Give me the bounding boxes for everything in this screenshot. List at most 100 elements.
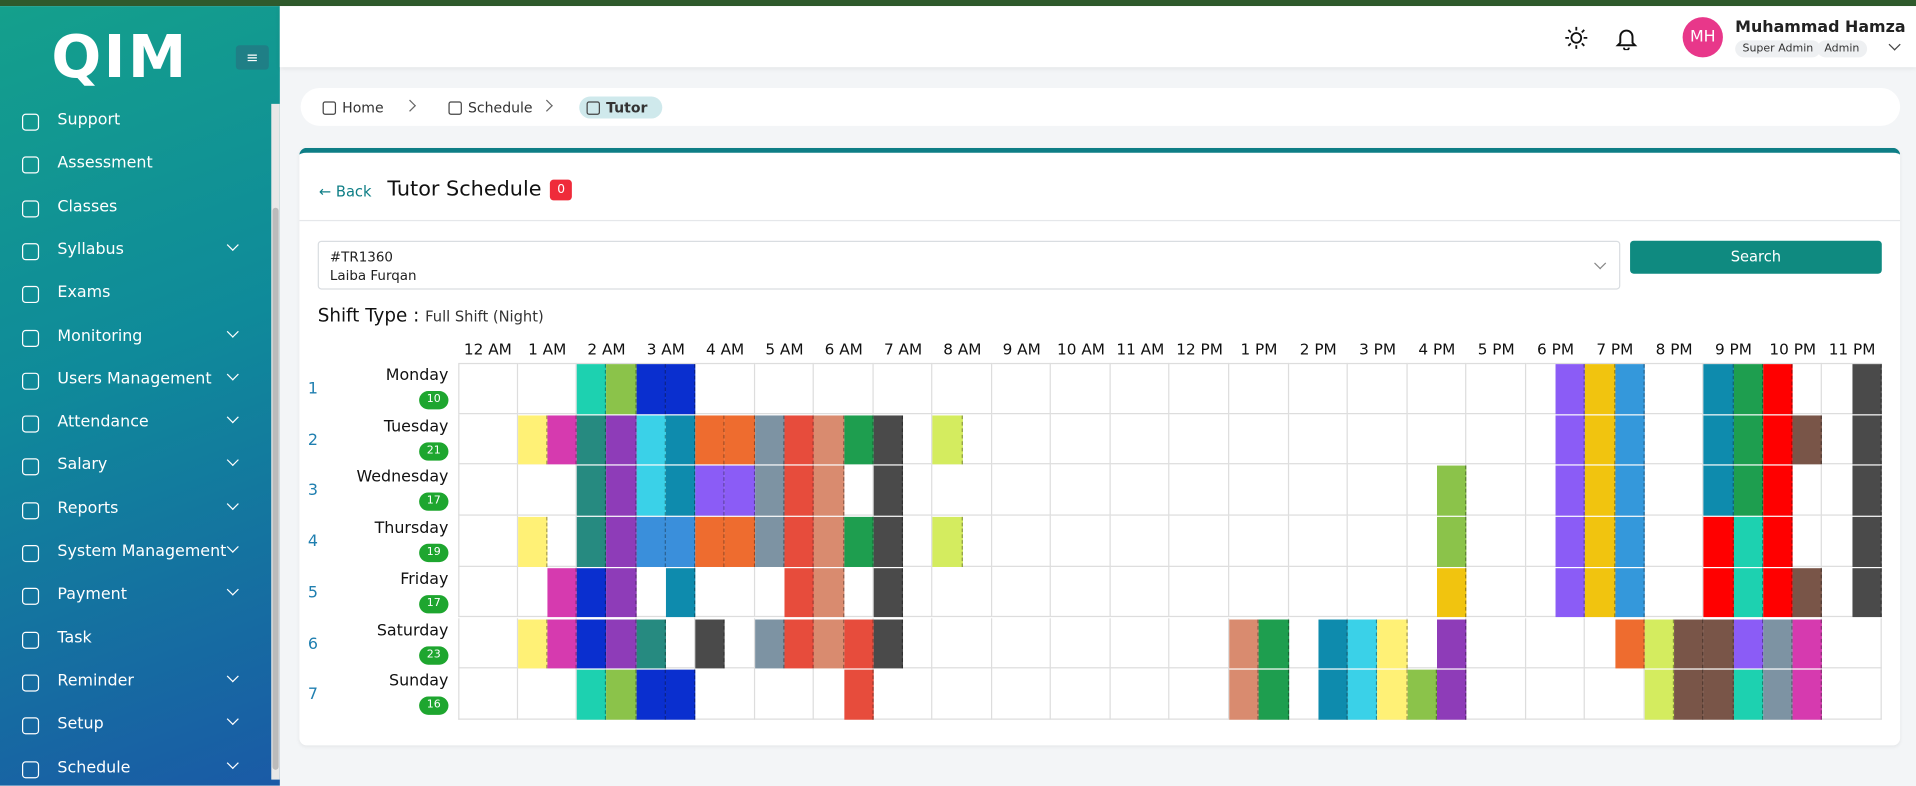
session-block[interactable]	[784, 567, 815, 618]
session-block[interactable]	[1555, 415, 1586, 465]
nav-label[interactable]: Assessment	[57, 154, 153, 173]
session-block[interactable]	[1733, 516, 1764, 567]
session-block[interactable]	[873, 618, 904, 669]
back-label[interactable]: Back	[335, 183, 372, 201]
session-block[interactable]	[754, 415, 785, 465]
session-block[interactable]	[1614, 364, 1645, 414]
session-block[interactable]	[1703, 669, 1734, 720]
session-block[interactable]	[547, 415, 577, 465]
session-block[interactable]	[784, 415, 815, 465]
session-block[interactable]	[1644, 669, 1675, 720]
session-block[interactable]	[1674, 618, 1704, 669]
session-block[interactable]	[725, 516, 755, 567]
nav-item[interactable]: Monitoring	[0, 320, 271, 357]
session-block[interactable]	[1585, 364, 1615, 414]
nav-item[interactable]: Salary	[0, 449, 271, 486]
session-block[interactable]	[606, 618, 637, 669]
nav-item[interactable]: Syllabus	[0, 233, 271, 270]
session-block[interactable]	[606, 567, 637, 618]
session-block[interactable]	[1703, 415, 1734, 465]
session-block[interactable]	[576, 618, 607, 669]
session-block[interactable]	[695, 466, 726, 516]
session-block[interactable]	[843, 669, 874, 720]
session-block[interactable]	[665, 364, 696, 414]
nav-label[interactable]: Attendance	[57, 413, 149, 432]
session-block[interactable]	[636, 618, 666, 669]
session-block[interactable]	[1733, 364, 1764, 414]
session-block[interactable]	[873, 466, 904, 516]
session-block[interactable]	[1614, 415, 1645, 465]
avatar[interactable]: MH	[1682, 17, 1723, 58]
session-block[interactable]	[1674, 669, 1704, 720]
session-block[interactable]	[1555, 516, 1586, 567]
nav-item[interactable]: Users Management	[0, 363, 271, 400]
session-block[interactable]	[1733, 669, 1764, 720]
session-block[interactable]	[1407, 669, 1437, 720]
session-block[interactable]	[1792, 669, 1823, 720]
session-block[interactable]	[1733, 415, 1764, 465]
nav-label[interactable]: Exams	[57, 283, 111, 303]
session-block[interactable]	[1763, 516, 1793, 567]
nav-label[interactable]: System Management	[57, 542, 227, 561]
session-block[interactable]	[814, 415, 844, 465]
session-block[interactable]	[1703, 567, 1734, 618]
session-block[interactable]	[1436, 618, 1467, 669]
tutor-select[interactable]: #TR1360 Laiba Furqan	[317, 240, 1621, 290]
session-block[interactable]	[1703, 466, 1734, 516]
session-block[interactable]	[1258, 618, 1289, 669]
session-block[interactable]	[1436, 669, 1467, 720]
session-block[interactable]	[932, 516, 963, 567]
session-block[interactable]	[665, 466, 696, 516]
nav-label[interactable]: Users Management	[57, 369, 212, 389]
session-block[interactable]	[695, 415, 726, 465]
session-block[interactable]	[814, 516, 844, 567]
session-block[interactable]	[1318, 618, 1348, 669]
session-block[interactable]	[873, 415, 904, 465]
nav-item[interactable]: System Management	[0, 535, 271, 572]
session-block[interactable]	[725, 466, 755, 516]
session-block[interactable]	[636, 516, 666, 567]
session-block[interactable]	[1733, 618, 1764, 669]
session-block[interactable]	[1585, 415, 1615, 465]
session-block[interactable]	[1763, 415, 1793, 465]
session-block[interactable]	[1377, 669, 1408, 720]
session-block[interactable]	[1258, 669, 1289, 720]
nav-item[interactable]: Classes	[0, 190, 271, 227]
session-block[interactable]	[665, 516, 696, 567]
back-link[interactable]: ← Back	[318, 183, 372, 201]
session-block[interactable]	[1614, 516, 1645, 567]
session-block[interactable]	[606, 669, 637, 720]
session-block[interactable]	[814, 466, 844, 516]
session-block[interactable]	[1852, 516, 1882, 567]
nav-label[interactable]: Syllabus	[57, 240, 124, 259]
session-block[interactable]	[1585, 466, 1615, 516]
session-block[interactable]	[725, 415, 755, 465]
nav-item[interactable]: Payment	[0, 578, 271, 615]
session-block[interactable]	[814, 618, 844, 669]
session-block[interactable]	[1703, 364, 1734, 414]
notifications[interactable]	[1614, 26, 1638, 51]
session-block[interactable]	[576, 364, 607, 414]
nav-item[interactable]: Reminder	[0, 665, 271, 702]
session-block[interactable]	[1436, 466, 1467, 516]
nav-item[interactable]: Schedule	[0, 751, 271, 786]
session-block[interactable]	[1792, 567, 1823, 618]
session-block[interactable]	[1703, 618, 1734, 669]
nav-label[interactable]: Payment	[57, 585, 127, 605]
session-block[interactable]	[1347, 618, 1378, 669]
session-block[interactable]	[517, 415, 548, 465]
nav-label[interactable]: Support	[57, 111, 121, 130]
session-block[interactable]	[636, 669, 666, 720]
session-block[interactable]	[1436, 567, 1467, 618]
session-block[interactable]	[576, 567, 607, 618]
nav-label[interactable]: Reminder	[57, 671, 134, 691]
nav-item[interactable]: Support	[0, 104, 271, 141]
session-block[interactable]	[784, 516, 815, 567]
session-block[interactable]	[814, 567, 844, 618]
theme-toggle[interactable]	[1564, 26, 1588, 50]
session-block[interactable]	[754, 618, 785, 669]
session-block[interactable]	[1703, 516, 1734, 567]
session-block[interactable]	[1763, 466, 1793, 516]
session-block[interactable]	[873, 567, 904, 618]
session-block[interactable]	[1555, 466, 1586, 516]
